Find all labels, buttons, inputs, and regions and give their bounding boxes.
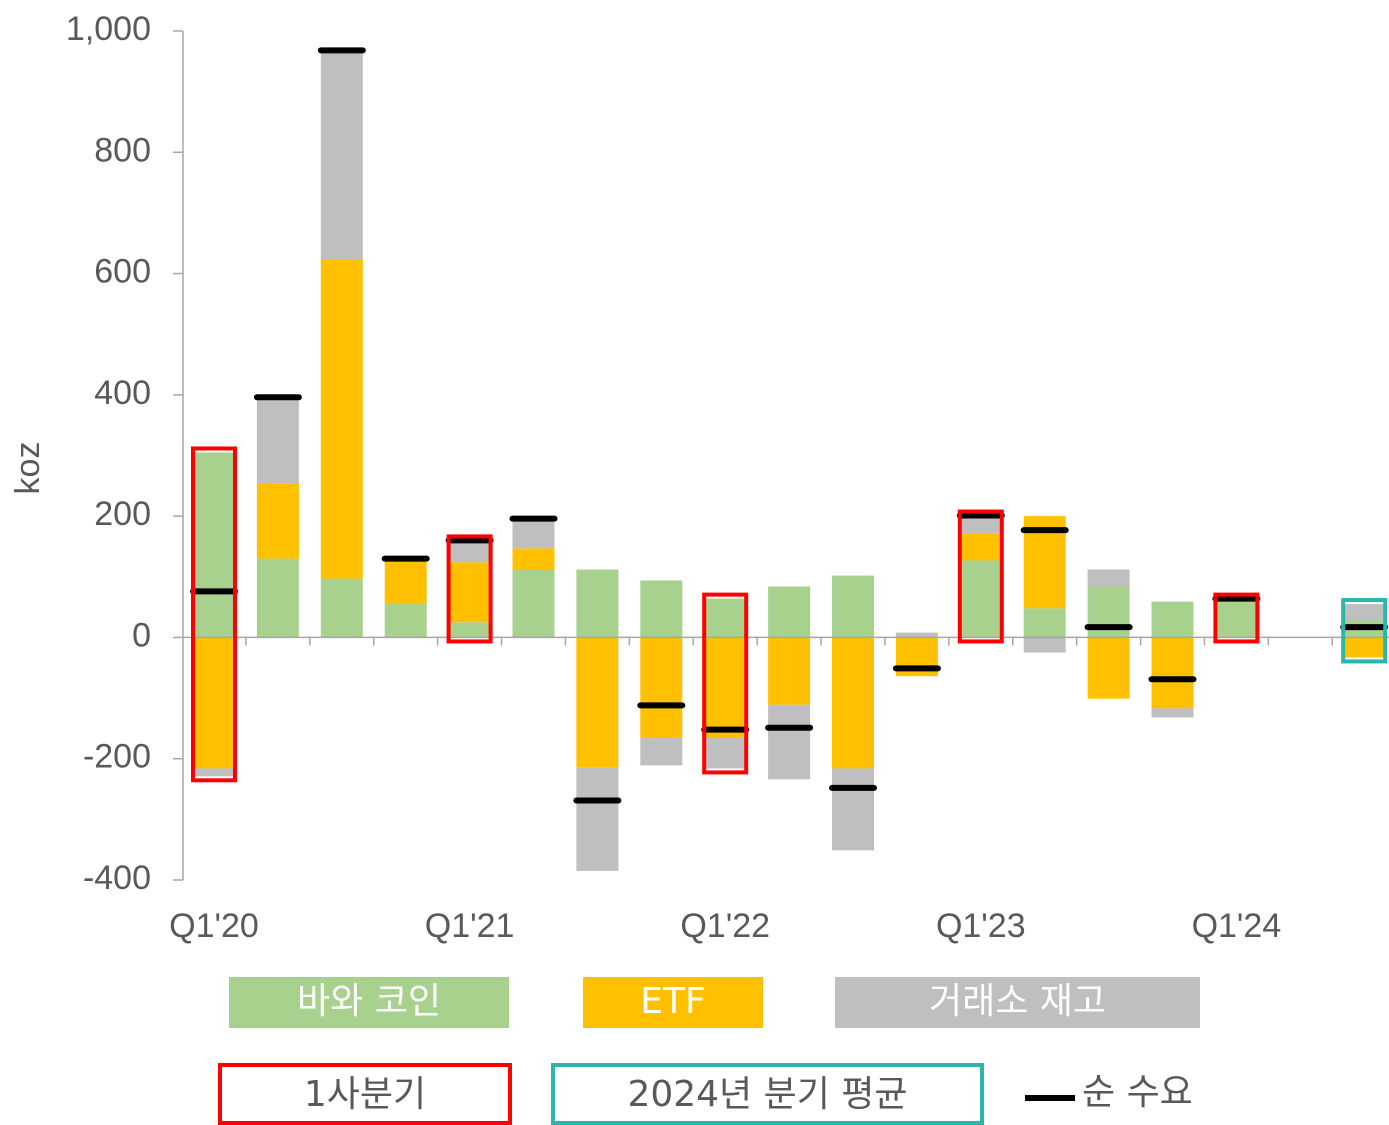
highlight-box [957, 509, 1004, 644]
y-tick-label: 0 [132, 616, 151, 654]
bar-segment [640, 637, 683, 738]
bar-segment [640, 580, 683, 638]
bar-segment [640, 737, 683, 766]
legend-box [218, 1063, 512, 1125]
bar-segment [895, 632, 938, 638]
bar-segment [832, 768, 874, 851]
highlight-box [1341, 598, 1388, 664]
y-tick-label: 400 [94, 374, 151, 412]
bar-segment [704, 598, 747, 638]
legend-label: 1사분기 [304, 1074, 426, 1115]
bar-segment [512, 520, 555, 549]
bar-segment [576, 637, 619, 768]
bar-segment [959, 515, 1002, 534]
bar-segment [704, 737, 747, 769]
legend-label: ETF [640, 981, 705, 1022]
x-tick-label: Q1'21 [425, 907, 515, 945]
x-tick-label: Q1'20 [169, 907, 259, 945]
bar-segment [959, 560, 1002, 638]
x-tick-label: Q1'22 [680, 907, 770, 945]
bar-segment [704, 637, 747, 738]
bar-segment [768, 637, 811, 705]
bar-segment [832, 575, 874, 638]
y-tick-label: 1,000 [66, 10, 151, 48]
highlight-box [446, 534, 493, 644]
x-tick-label: Q1'24 [1192, 907, 1282, 945]
bar-segment [1151, 601, 1194, 638]
bar-segment [193, 768, 235, 777]
bar-segment [448, 622, 491, 638]
highlight-box [191, 446, 237, 783]
bar-segment [768, 704, 811, 780]
y-tick-label: -200 [83, 738, 151, 776]
bar-segment [832, 637, 874, 769]
legend-label: 거래소 재고 [929, 981, 1106, 1022]
highlight-box [702, 592, 749, 775]
y-axis-label: koz [9, 442, 47, 495]
bar-segment [448, 562, 491, 623]
bar-segment [1151, 708, 1194, 718]
bar-segment [1151, 637, 1194, 709]
bar-segment [384, 560, 427, 605]
bar-segment [256, 558, 299, 638]
bar-segment [256, 483, 299, 559]
legend-swatch [835, 977, 1200, 1028]
legend-swatch [229, 977, 509, 1028]
bar-segment [256, 397, 299, 484]
legend-swatch [583, 977, 763, 1028]
bar-segment [320, 578, 363, 638]
bar-segment [1215, 598, 1258, 638]
legend-label: 2024년 분기 평균 [627, 1074, 907, 1115]
bar-segment [1343, 637, 1386, 658]
bar-segment [768, 586, 811, 638]
bar-segment [1023, 637, 1066, 653]
bar-segment [512, 569, 555, 638]
bar-segment [576, 767, 619, 871]
bar-segment [1087, 569, 1130, 587]
bar-segment [959, 533, 1002, 561]
x-tick-label: Q1'23 [936, 907, 1026, 945]
bar-segment [320, 49, 363, 260]
y-tick-label: -400 [83, 859, 151, 897]
y-tick-label: 800 [94, 131, 151, 169]
legend-box [551, 1063, 984, 1125]
y-tick-label: 600 [94, 253, 151, 291]
bar-segment [384, 604, 427, 638]
bar-segment [193, 452, 235, 638]
legend-label: 바와 코인 [297, 981, 441, 1022]
legend-label: 순 수요 [1082, 1072, 1193, 1113]
y-tick-label: 200 [94, 495, 151, 533]
bar-segment [1023, 608, 1066, 638]
bar-segment [320, 259, 363, 579]
bar-segment [576, 569, 619, 638]
bar-segment [193, 637, 235, 769]
bar-segment [512, 548, 555, 570]
bar-segment [1087, 637, 1130, 699]
bar-segment [448, 540, 491, 563]
bar-segment [1343, 604, 1386, 621]
highlight-box [1213, 592, 1260, 644]
